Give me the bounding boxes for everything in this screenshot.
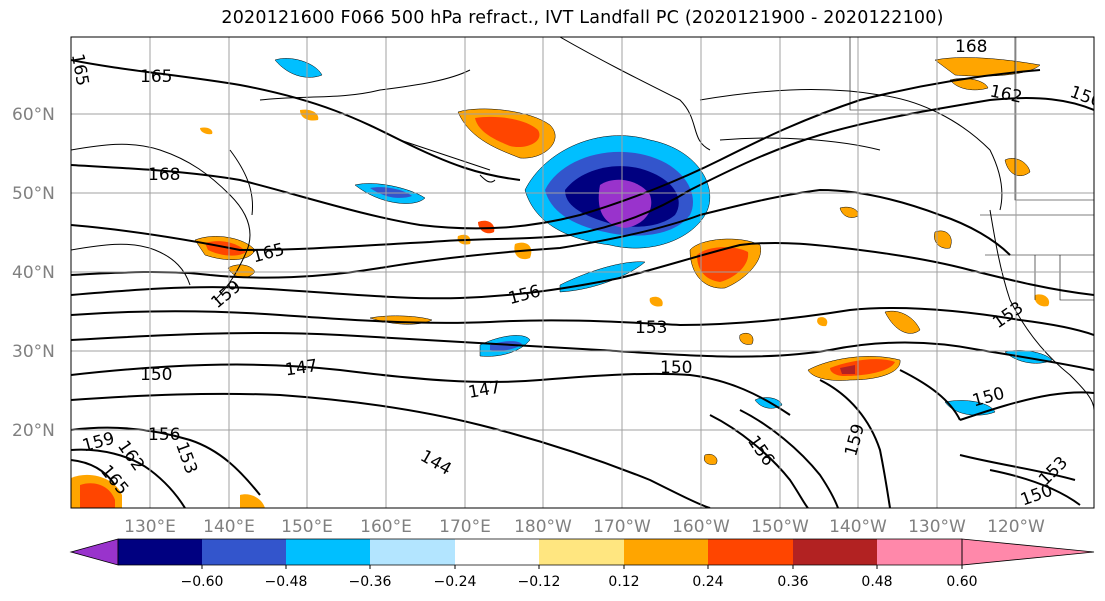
height-contours — [71, 59, 1094, 508]
contour-label: 150 — [660, 358, 692, 378]
colorbar-swatch — [793, 539, 877, 565]
chart-title: 2020121600 F066 500 hPa refract., IVT La… — [221, 8, 944, 28]
contour-label: 168 — [955, 37, 987, 57]
colorbar-swatch — [455, 539, 539, 565]
contour-label: 165 — [67, 52, 92, 87]
colorbar-label: 0.12 — [608, 574, 639, 590]
lon-tick-label: 140°W — [829, 517, 887, 537]
lon-tick-label: 160°W — [672, 517, 730, 537]
lon-tick-label: 170°W — [593, 517, 651, 537]
colorbar-label: 0.48 — [861, 574, 892, 590]
colorbar-swatch — [539, 539, 624, 565]
lon-tick-labels: 130°E 140°E 150°E 160°E 170°E 180°W 170°… — [124, 517, 1045, 537]
lat-tick-label: 30°N — [12, 342, 55, 362]
colorbar: −0.60 −0.48 −0.36 −0.24 −0.12 0.12 0.24 … — [69, 538, 1095, 590]
colorbar-swatch — [624, 539, 708, 565]
colorbar-label: −0.36 — [349, 574, 392, 590]
colorbar-swatch — [877, 539, 962, 565]
contour-label: 153 — [635, 318, 667, 338]
map-frame — [70, 36, 1095, 509]
gridlines — [71, 37, 1094, 508]
colorbar-label: −0.60 — [181, 574, 224, 590]
colorbar-swatch — [370, 539, 455, 565]
lon-tick-label: 140°E — [203, 517, 255, 537]
lon-tick-label: 160°E — [360, 517, 412, 537]
lon-tick-label: 120°W — [987, 517, 1045, 537]
contour-label: 150 — [140, 365, 172, 385]
colorbar-swatch — [202, 539, 286, 565]
colorbar-label: −0.12 — [518, 574, 561, 590]
lat-tick-label: 40°N — [12, 263, 55, 283]
lat-tick-label: 20°N — [12, 421, 55, 441]
lon-tick-label: 180°W — [514, 517, 572, 537]
colorbar-label: 0.60 — [946, 574, 977, 590]
lon-tick-label: 130°E — [124, 517, 176, 537]
contour-label: 168 — [148, 165, 180, 185]
contour-label: 156 — [148, 425, 180, 445]
lat-tick-labels: 60°N 50°N 40°N 30°N 20°N — [12, 105, 55, 441]
lon-tick-label: 130°W — [908, 517, 966, 537]
colorbar-label: 0.24 — [692, 574, 723, 590]
colorbar-label: −0.24 — [434, 574, 477, 590]
colorbar-label: −0.48 — [265, 574, 308, 590]
colorbar-extend-low — [69, 538, 119, 566]
lat-tick-label: 60°N — [12, 105, 55, 125]
contour-label: 165 — [140, 67, 172, 87]
colorbar-swatch — [286, 539, 370, 565]
borders — [849, 37, 1094, 301]
colorbar-extend-high — [961, 538, 1095, 566]
colorbar-label: 0.36 — [777, 574, 808, 590]
colorbar-swatch — [708, 539, 793, 565]
colorbar-swatch — [118, 539, 202, 565]
contour-label: 147 — [284, 356, 319, 380]
lon-tick-label: 170°E — [439, 517, 491, 537]
lat-tick-label: 50°N — [12, 184, 55, 204]
lon-tick-label: 150°E — [281, 517, 333, 537]
lon-tick-label: 150°W — [751, 517, 809, 537]
